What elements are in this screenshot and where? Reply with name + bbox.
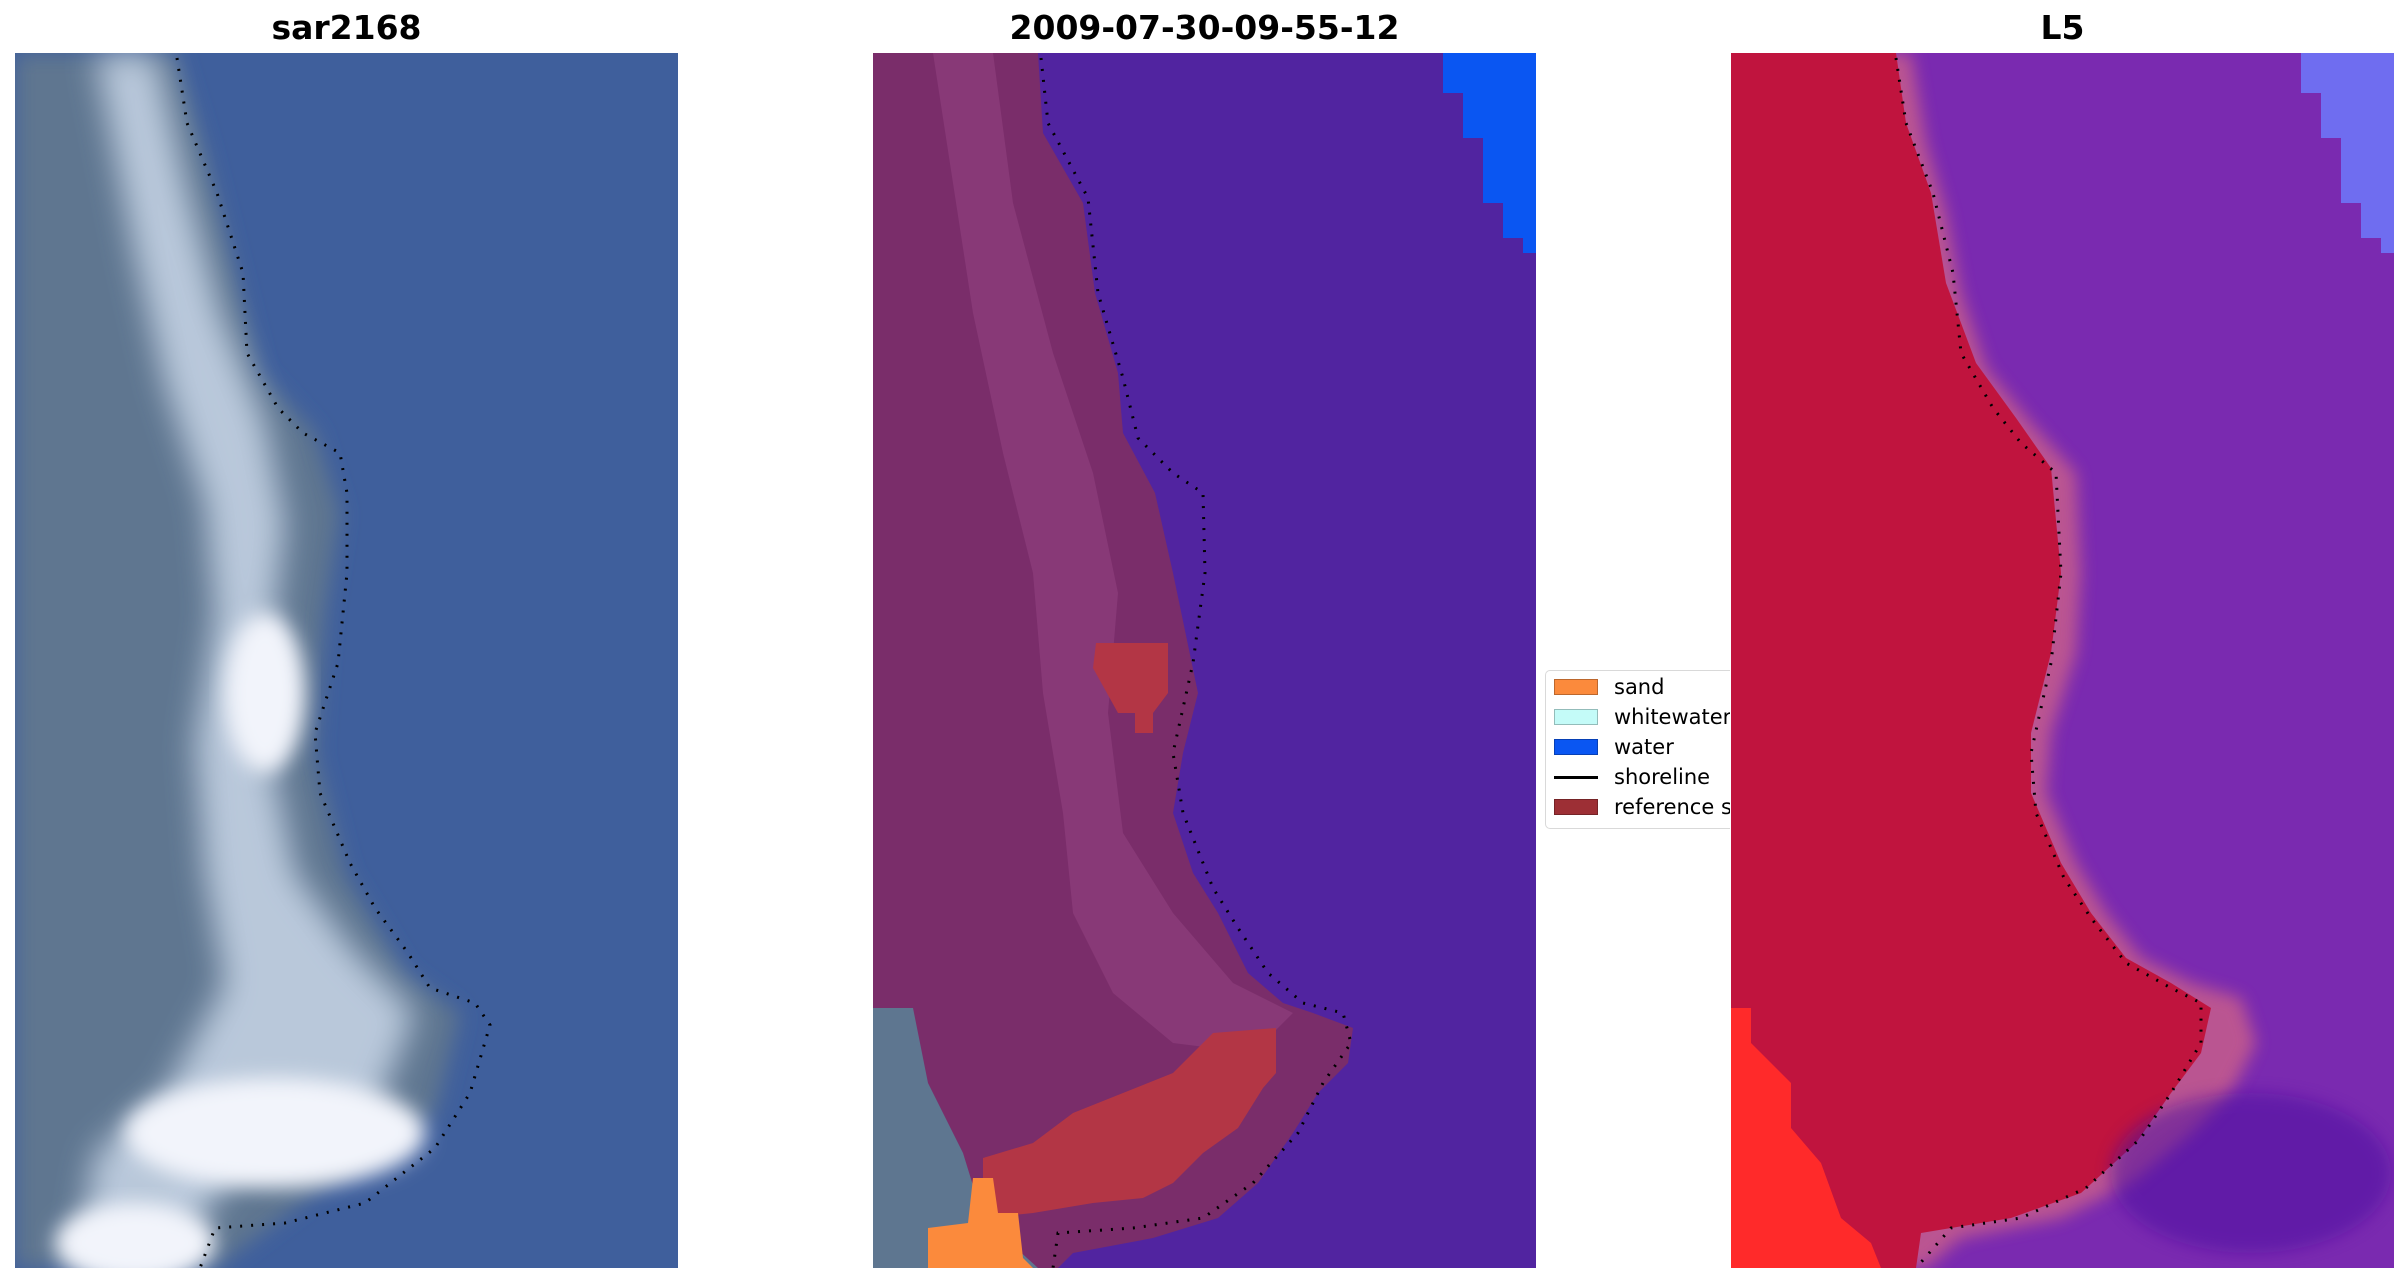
legend-label-sand: sand — [1614, 675, 1665, 699]
classification-panel — [873, 53, 1536, 1268]
panel-title-index: L5 — [2040, 8, 2085, 47]
legend-item-shoreline: shoreline — [1554, 762, 1710, 792]
classification-image — [873, 53, 1536, 1268]
legend-label-whitewater: whitewater — [1614, 705, 1730, 729]
legend-swatch-shoreline — [1554, 769, 1598, 785]
index-panel — [1731, 53, 2394, 1268]
panel-title-date: 2009-07-30-09-55-12 — [1009, 8, 1400, 47]
legend-swatch-water — [1554, 739, 1598, 755]
rgb-image-panel — [15, 53, 678, 1268]
legend-swatch-whitewater — [1554, 709, 1598, 725]
legend-label-reference: reference s — [1614, 795, 1730, 819]
legend-item-water: water — [1554, 732, 1674, 762]
legend-swatch-sand — [1554, 679, 1598, 695]
rgb-image — [15, 53, 678, 1268]
legend-item-sand: sand — [1554, 672, 1664, 702]
legend-label-water: water — [1614, 735, 1674, 759]
shoreline-dots — [1894, 57, 2203, 1268]
legend-item-whitewater: whitewater — [1554, 702, 1730, 732]
panel-title-sar: sar2168 — [271, 8, 422, 47]
legend-swatch-reference — [1554, 799, 1598, 815]
index-image — [1731, 53, 2394, 1268]
legend-label-shoreline: shoreline — [1614, 765, 1711, 789]
legend-item-reference: reference s — [1554, 792, 1730, 822]
legend: sand whitewater water shoreline referenc… — [1545, 670, 1730, 829]
